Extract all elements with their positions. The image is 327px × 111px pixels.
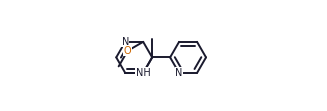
Text: N: N bbox=[175, 68, 183, 78]
Text: O: O bbox=[124, 46, 131, 56]
Text: NH: NH bbox=[136, 68, 150, 78]
Text: N: N bbox=[122, 37, 129, 47]
